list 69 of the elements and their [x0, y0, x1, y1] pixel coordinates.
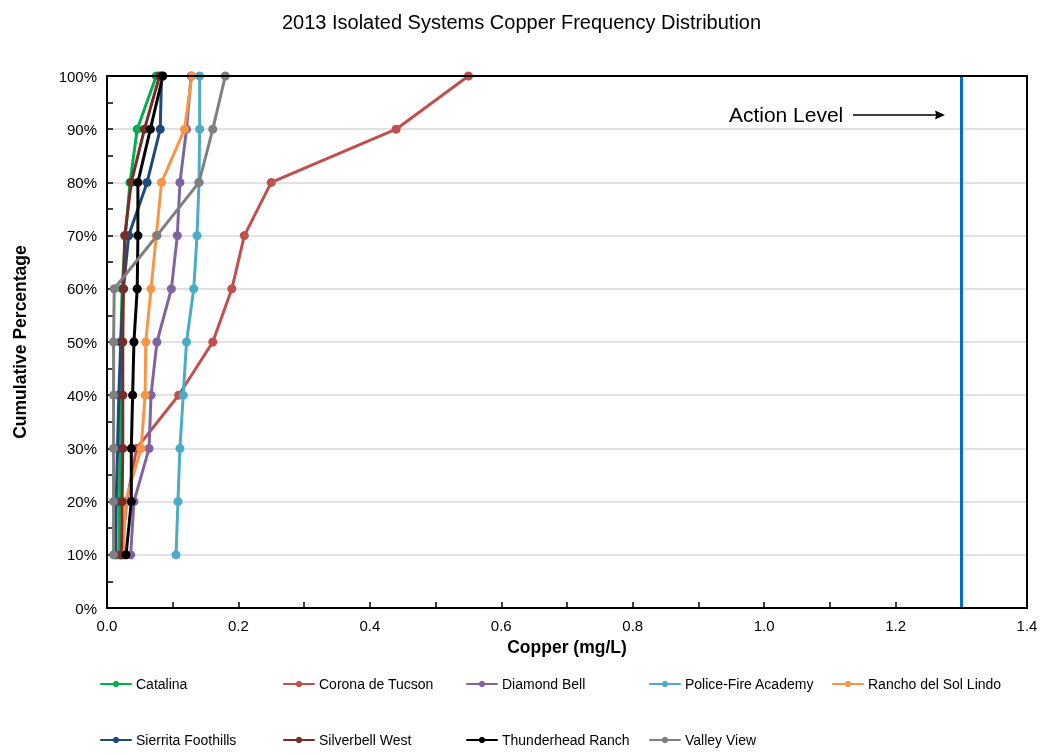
point	[155, 124, 165, 134]
y-tick-label: 50%	[66, 333, 97, 351]
point	[152, 337, 162, 347]
point	[173, 497, 183, 507]
point	[109, 284, 119, 294]
x-tick-label: 1.2	[885, 617, 906, 634]
point	[227, 284, 237, 294]
point	[133, 177, 143, 187]
legend-label: Catalina	[136, 676, 188, 692]
point	[141, 337, 151, 347]
y-tick-label: 30%	[66, 439, 97, 457]
point	[172, 231, 182, 241]
x-tick-label: 0.0	[96, 617, 118, 634]
x-axis-title: Copper (mg/L)	[507, 636, 627, 657]
y-tick-label: 100%	[58, 67, 97, 85]
point	[145, 124, 155, 134]
legend-label: Rancho del Sol Lindo	[868, 676, 1002, 692]
point	[142, 177, 152, 187]
point	[266, 177, 276, 187]
point	[109, 443, 119, 453]
point	[109, 337, 119, 347]
point	[132, 284, 142, 294]
point	[189, 284, 199, 294]
point	[171, 550, 181, 560]
legend-label: Corona de Tucson	[319, 676, 434, 692]
point	[208, 337, 218, 347]
y-tick-label: 80%	[66, 173, 97, 191]
point	[157, 177, 167, 187]
point	[195, 124, 205, 134]
point	[192, 231, 202, 241]
x-tick-label: 0.6	[490, 617, 512, 634]
x-tick-label: 1.4	[1016, 617, 1038, 634]
x-tick-label: 0.2	[228, 617, 249, 634]
y-tick-label: 0%	[75, 599, 97, 617]
point	[140, 390, 150, 400]
point	[144, 443, 154, 453]
point	[146, 284, 156, 294]
point	[136, 443, 146, 453]
y-tick-label: 60%	[66, 280, 97, 298]
x-tick-label: 1.0	[753, 617, 775, 634]
y-axis-title: Cumulative Percentage	[10, 244, 30, 439]
y-tick-label: 20%	[66, 493, 97, 511]
y-tick-label: 70%	[66, 227, 97, 245]
point	[182, 337, 192, 347]
point	[391, 124, 401, 134]
x-tick-label: 0.8	[622, 617, 644, 634]
point	[208, 124, 218, 134]
point	[133, 231, 143, 241]
point	[126, 443, 136, 453]
point	[175, 443, 185, 453]
y-tick-label: 10%	[66, 546, 97, 564]
legend-label: Sierrita Foothills	[136, 732, 237, 748]
annotation: Action Level	[728, 103, 844, 127]
x-tick-label: 0.4	[359, 617, 381, 634]
point	[109, 390, 119, 400]
point	[129, 337, 139, 347]
point	[178, 390, 188, 400]
legend-label: Thunderhead Ranch	[502, 732, 630, 748]
point	[239, 231, 249, 241]
point	[128, 390, 138, 400]
y-tick-label: 90%	[66, 120, 97, 138]
point	[166, 284, 176, 294]
legend-label: Police-Fire Academy	[685, 676, 814, 692]
legend-label: Valley View	[685, 732, 757, 748]
y-tick-label: 40%	[66, 386, 97, 404]
legend-label: Silverbell West	[319, 732, 412, 748]
chart-title: 2013 Isolated Systems Copper Frequency Distribution	[281, 11, 762, 33]
point	[175, 177, 185, 187]
legend-label: Diamond Bell	[502, 676, 586, 692]
